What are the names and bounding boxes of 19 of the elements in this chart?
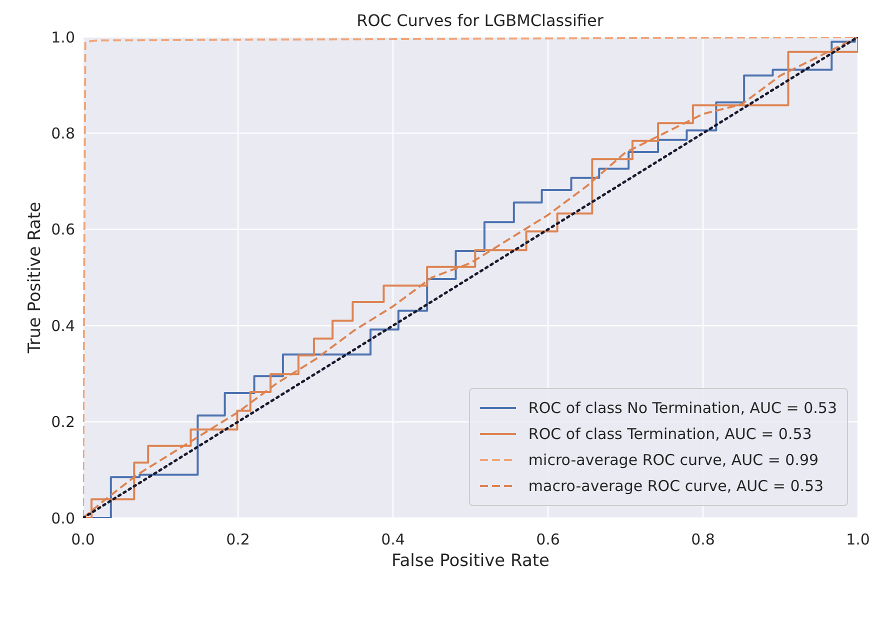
- legend-label: ROC of class No Termination, AUC = 0.53: [528, 399, 837, 417]
- y-tick-label: 1.0: [51, 28, 75, 46]
- y-axis-title: True Positive Rate: [25, 202, 46, 354]
- x-tick-label: 0.6: [536, 530, 560, 549]
- x-tick-label: 0.2: [226, 530, 250, 549]
- y-tick-label: 0.6: [51, 220, 75, 239]
- x-tick-label: 0.8: [691, 530, 715, 549]
- x-tick-label: 0.4: [381, 530, 405, 549]
- y-tick-label: 0.2: [51, 413, 75, 432]
- y-tick-label: 0.8: [51, 124, 75, 143]
- x-tick-label: 1.0: [846, 530, 870, 549]
- x-tick-label: 0.0: [71, 530, 95, 549]
- x-axis-title: False Positive Rate: [392, 551, 550, 571]
- chart-title: ROC Curves for LGBMClassifier: [356, 11, 604, 30]
- legend-label: macro-average ROC curve, AUC = 0.53: [528, 477, 824, 495]
- legend-label: micro-average ROC curve, AUC = 0.99: [528, 451, 819, 469]
- y-tick-label: 0.4: [51, 316, 75, 335]
- y-tick-label: 0.0: [51, 509, 75, 528]
- legend-label: ROC of class Termination, AUC = 0.53: [528, 425, 812, 443]
